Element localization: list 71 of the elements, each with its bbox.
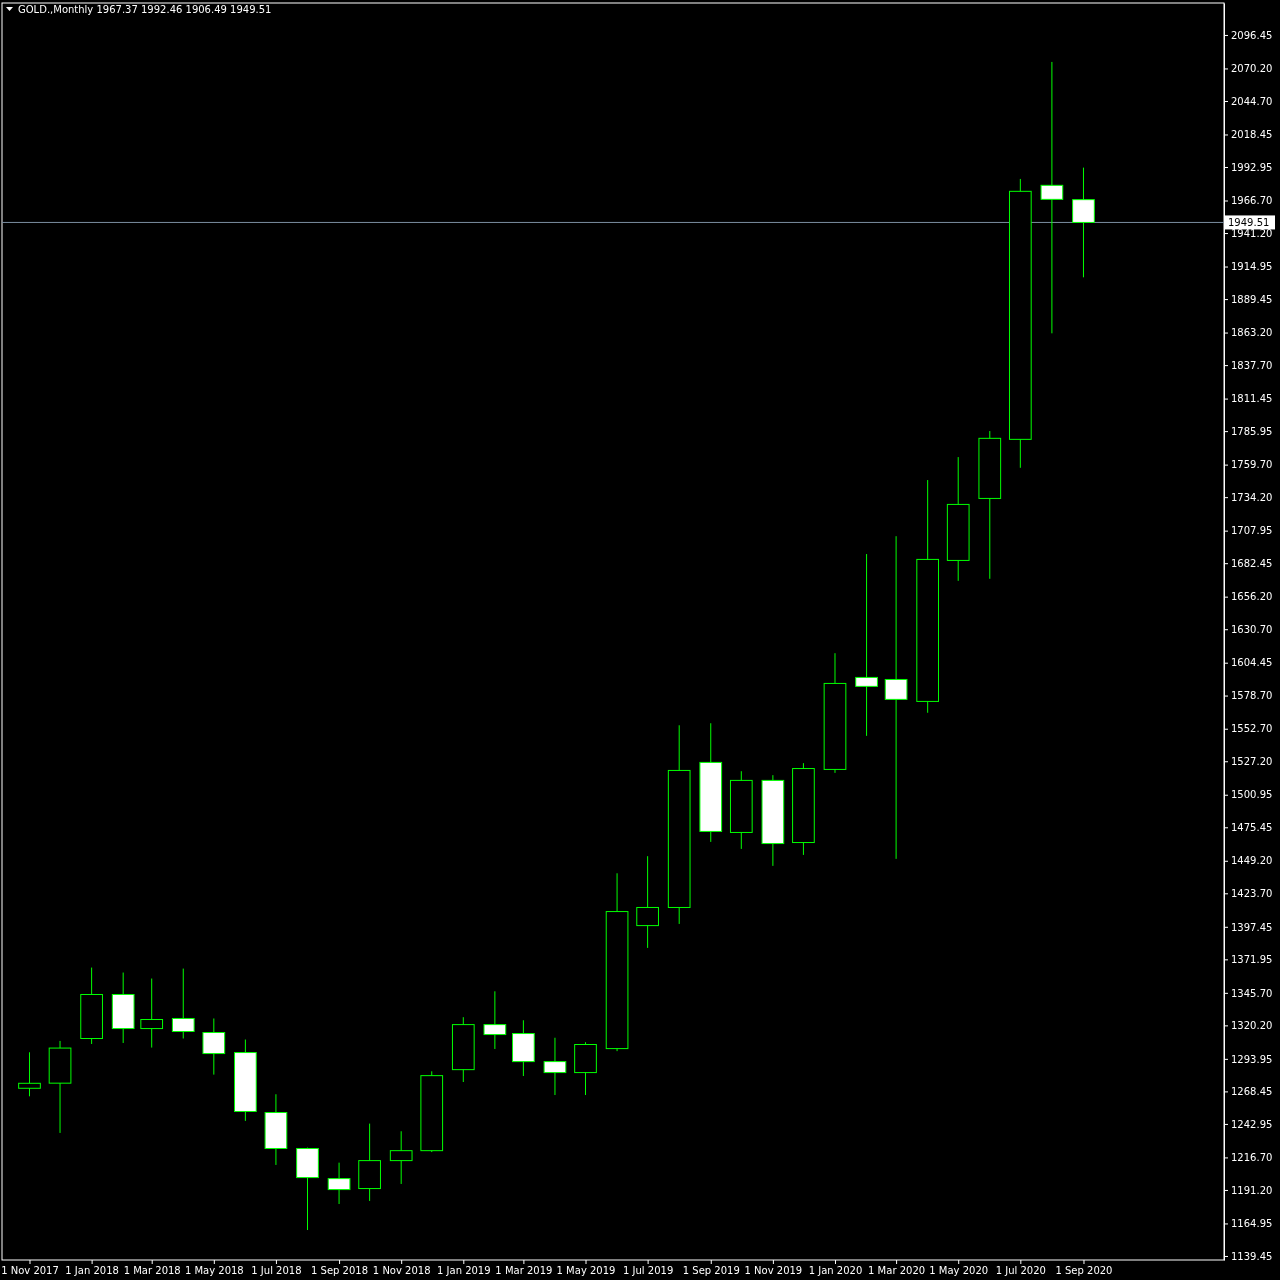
y-tick-label: 2018.45 — [1231, 129, 1273, 141]
candlestick — [543, 1037, 567, 1096]
candlestick — [884, 535, 908, 860]
candlestick — [18, 1051, 41, 1097]
candlestick — [1072, 167, 1095, 278]
y-tick-label: 1397.45 — [1231, 921, 1273, 933]
x-tick-label: 1 Mar 2018 — [123, 1265, 181, 1277]
x-tick-label: 1 Jan 2020 — [808, 1265, 863, 1277]
candlestick — [1040, 61, 1064, 334]
candlestick — [171, 968, 195, 1040]
y-tick-label: 1785.95 — [1231, 425, 1273, 437]
y-tick-label: 1552.70 — [1231, 723, 1273, 735]
candlestick — [855, 553, 878, 737]
x-tick-label: 1 May 2018 — [184, 1265, 244, 1277]
x-tick-label: 1 Sep 2019 — [682, 1265, 740, 1277]
x-tick-label: 1 Sep 2020 — [1055, 1265, 1113, 1277]
y-tick-label: 1992.95 — [1231, 161, 1273, 173]
y-tick-label: 1320.20 — [1231, 1020, 1273, 1032]
chart-title: GOLD.,Monthly 1967.37 1992.46 1906.49 1949.51 — [18, 4, 272, 15]
y-tick-label: 1811.45 — [1231, 393, 1273, 405]
ref-line-label: 1949.51 — [1228, 217, 1270, 229]
candlestick — [483, 990, 507, 1050]
y-tick-label: 2044.70 — [1231, 95, 1273, 107]
y-tick-label: 1914.95 — [1231, 261, 1273, 273]
candlestick — [140, 978, 164, 1049]
y-tick-label: 1630.70 — [1231, 623, 1273, 635]
candlestick — [636, 855, 659, 949]
y-tick-label: 1604.45 — [1231, 657, 1273, 669]
y-tick-label: 1707.95 — [1231, 525, 1273, 537]
x-tick-label: 1 Mar 2020 — [868, 1265, 926, 1277]
x-tick-label: 1 Nov 2017 — [1, 1265, 59, 1277]
y-tick-label: 1423.70 — [1231, 888, 1273, 900]
x-tick-label: 1 May 2020 — [929, 1265, 989, 1277]
y-tick-label: 1734.20 — [1231, 491, 1273, 503]
y-tick-label: 2096.45 — [1231, 29, 1273, 41]
y-tick-label: 1449.20 — [1231, 855, 1273, 867]
y-tick-label: 1863.20 — [1231, 327, 1273, 339]
y-tick-label: 1475.45 — [1231, 821, 1273, 833]
y-tick-label: 1268.45 — [1231, 1086, 1273, 1098]
y-tick-label: 1837.70 — [1231, 359, 1273, 371]
y-tick-label: 1966.70 — [1231, 195, 1273, 207]
y-tick-label: 1164.95 — [1231, 1218, 1273, 1230]
y-tick-label: 1941.20 — [1231, 227, 1273, 239]
x-tick-label: 1 Nov 2019 — [744, 1265, 803, 1277]
x-tick-label: 1 Jul 2020 — [995, 1265, 1046, 1277]
y-tick-label: 1759.70 — [1231, 459, 1273, 471]
y-tick-label: 1889.45 — [1231, 293, 1273, 305]
x-tick-label: 1 Jul 2019 — [623, 1265, 674, 1277]
y-tick-label: 1139.45 — [1231, 1250, 1273, 1262]
candlestick — [389, 1130, 413, 1185]
candlestick — [327, 1162, 351, 1205]
y-tick-label: 1191.20 — [1231, 1184, 1273, 1196]
x-tick-label: 1 Mar 2019 — [495, 1265, 553, 1277]
y-tick-label: 2070.20 — [1231, 63, 1273, 75]
x-tick-label: 1 Jan 2018 — [65, 1265, 119, 1277]
y-tick-label: 1216.70 — [1231, 1152, 1273, 1164]
candlestick — [202, 1017, 226, 1076]
y-tick-label: 1656.20 — [1231, 591, 1273, 603]
y-tick-label: 1293.95 — [1231, 1053, 1273, 1065]
x-tick-label: 1 May 2019 — [556, 1265, 616, 1277]
x-tick-label: 1 Jan 2019 — [437, 1265, 491, 1277]
y-tick-label: 1345.70 — [1231, 987, 1273, 999]
y-tick-label: 1242.95 — [1231, 1118, 1273, 1130]
x-tick-label: 1 Nov 2018 — [372, 1265, 431, 1277]
y-tick-label: 1371.95 — [1231, 954, 1273, 966]
y-tick-label: 1682.45 — [1231, 557, 1273, 569]
y-tick-label: 1527.20 — [1231, 755, 1273, 767]
x-tick-label: 1 Sep 2018 — [311, 1265, 369, 1277]
y-tick-label: 1500.95 — [1231, 789, 1273, 801]
y-tick-label: 1578.70 — [1231, 690, 1273, 702]
x-tick-label: 1 Jul 2018 — [251, 1265, 302, 1277]
